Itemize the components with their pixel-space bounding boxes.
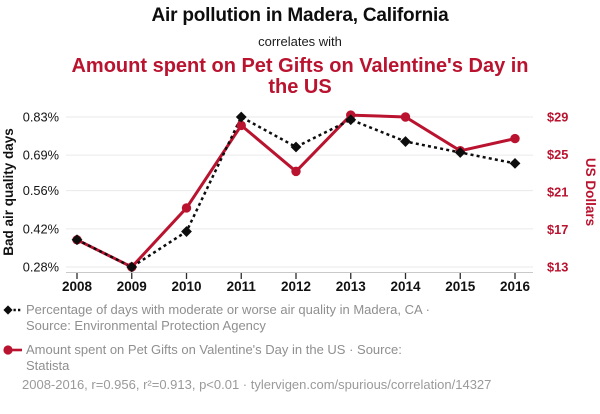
data-point-circle [236, 120, 246, 131]
legend-item-pet-gifts: Amount spent on Pet Gifts on Valentine's… [3, 342, 595, 373]
diamond-dashed-line-legend-icon [3, 305, 22, 315]
y-tick-label-left: 0.42% [23, 221, 59, 236]
legend-label-air-quality: Percentage of days with moderate or wors… [26, 302, 430, 333]
data-point-diamond [454, 147, 466, 158]
data-point-diamond [345, 114, 357, 126]
y-tick-label-right: $13 [547, 260, 568, 275]
x-tick-label: 2008 [62, 279, 93, 294]
x-tick-label: 2009 [117, 279, 147, 294]
legend-label-line: Amount spent on Pet Gifts on Valentine's… [26, 342, 402, 357]
data-point-diamond [235, 111, 247, 123]
data-point-diamond [509, 157, 521, 169]
y-tick-label-right: $21 [547, 185, 568, 200]
data-point-circle [510, 133, 520, 144]
page-title: Air pollution in Madera, California [151, 5, 449, 26]
legend: Percentage of days with moderate or wors… [3, 302, 595, 382]
circle-solid-line-legend-icon [3, 345, 22, 355]
chart-header: Air pollution in Madera, California corr… [0, 0, 600, 98]
y-tick-label-right: $25 [547, 147, 568, 162]
x-tick-label: 2011 [227, 279, 257, 294]
legend-label-line: Percentage of days with moderate or wors… [26, 302, 430, 317]
data-point-diamond [181, 226, 192, 237]
chart-svg: 2008 2009 2010 2011 2012 2013 2014 2015 2016 0.83… [1, 110, 598, 295]
legend-label-line: Source: Environmental Protection Agency [26, 317, 266, 333]
subtitle: Amount spent on Pet Gifts on Valentine's… [71, 55, 529, 98]
y-tick-label-left: 0.56% [23, 183, 59, 198]
x-tick-label: 2015 [445, 279, 476, 294]
left-axis-title: Bad air quality days [1, 128, 16, 256]
legend-label-pet-gifts: Amount spent on Pet Gifts on Valentine's… [26, 342, 402, 373]
y-tick-label-right: $17 [547, 222, 568, 237]
x-tick-label: 2010 [171, 279, 201, 294]
data-point-diamond [71, 234, 83, 246]
x-tick-label: 2012 [281, 279, 311, 294]
data-point-circle [291, 166, 301, 177]
x-tick-label: 2013 [336, 279, 367, 294]
legend-item-air-quality: Percentage of days with moderate or wors… [3, 302, 595, 333]
series-line-air-quality [76, 115, 516, 269]
data-point-diamond [400, 136, 411, 147]
y-tick-label-right: $29 [547, 110, 568, 125]
right-axis-title: US Dollars [583, 158, 598, 226]
legend-label-line: Statista [26, 357, 70, 373]
data-point-circle [181, 203, 192, 213]
x-tick-label: 2014 [390, 279, 421, 294]
data-point-diamond [290, 141, 302, 153]
correlates-with-text: correlates with [258, 34, 342, 49]
y-tick-label-left: 0.28% [23, 260, 59, 275]
x-tick-label: 2016 [500, 279, 531, 294]
data-point-circle [400, 112, 411, 122]
stats-footnote: 2008-2016, r=0.956, r²=0.913, p<0.01 · t… [22, 377, 492, 392]
y-tick-label-left: 0.83% [23, 110, 59, 125]
y-tick-label-left: 0.69% [23, 148, 59, 163]
